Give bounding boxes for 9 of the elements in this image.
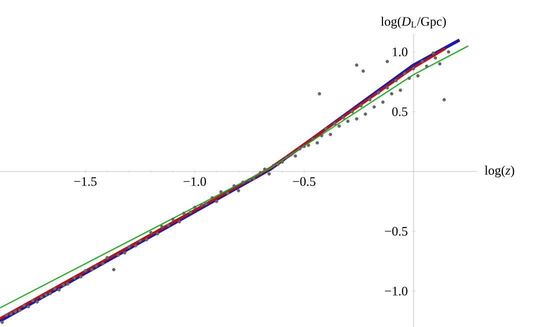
y-tick-label: −0.5 <box>385 226 408 236</box>
x-tick-label: −1.0 <box>184 177 206 186</box>
y-tick-label: 0.5 <box>392 107 408 116</box>
y-tick-label: −1.0 <box>385 286 408 296</box>
x-tick-label: −1.5 <box>74 177 97 186</box>
x-axis-title: log(z) <box>484 166 514 178</box>
y-tick-label: 1.0 <box>392 48 408 56</box>
y-axis-title: log(D$_{L}$/Gpc) <box>380 16 446 28</box>
x-tick-label: −0.5 <box>293 177 316 186</box>
